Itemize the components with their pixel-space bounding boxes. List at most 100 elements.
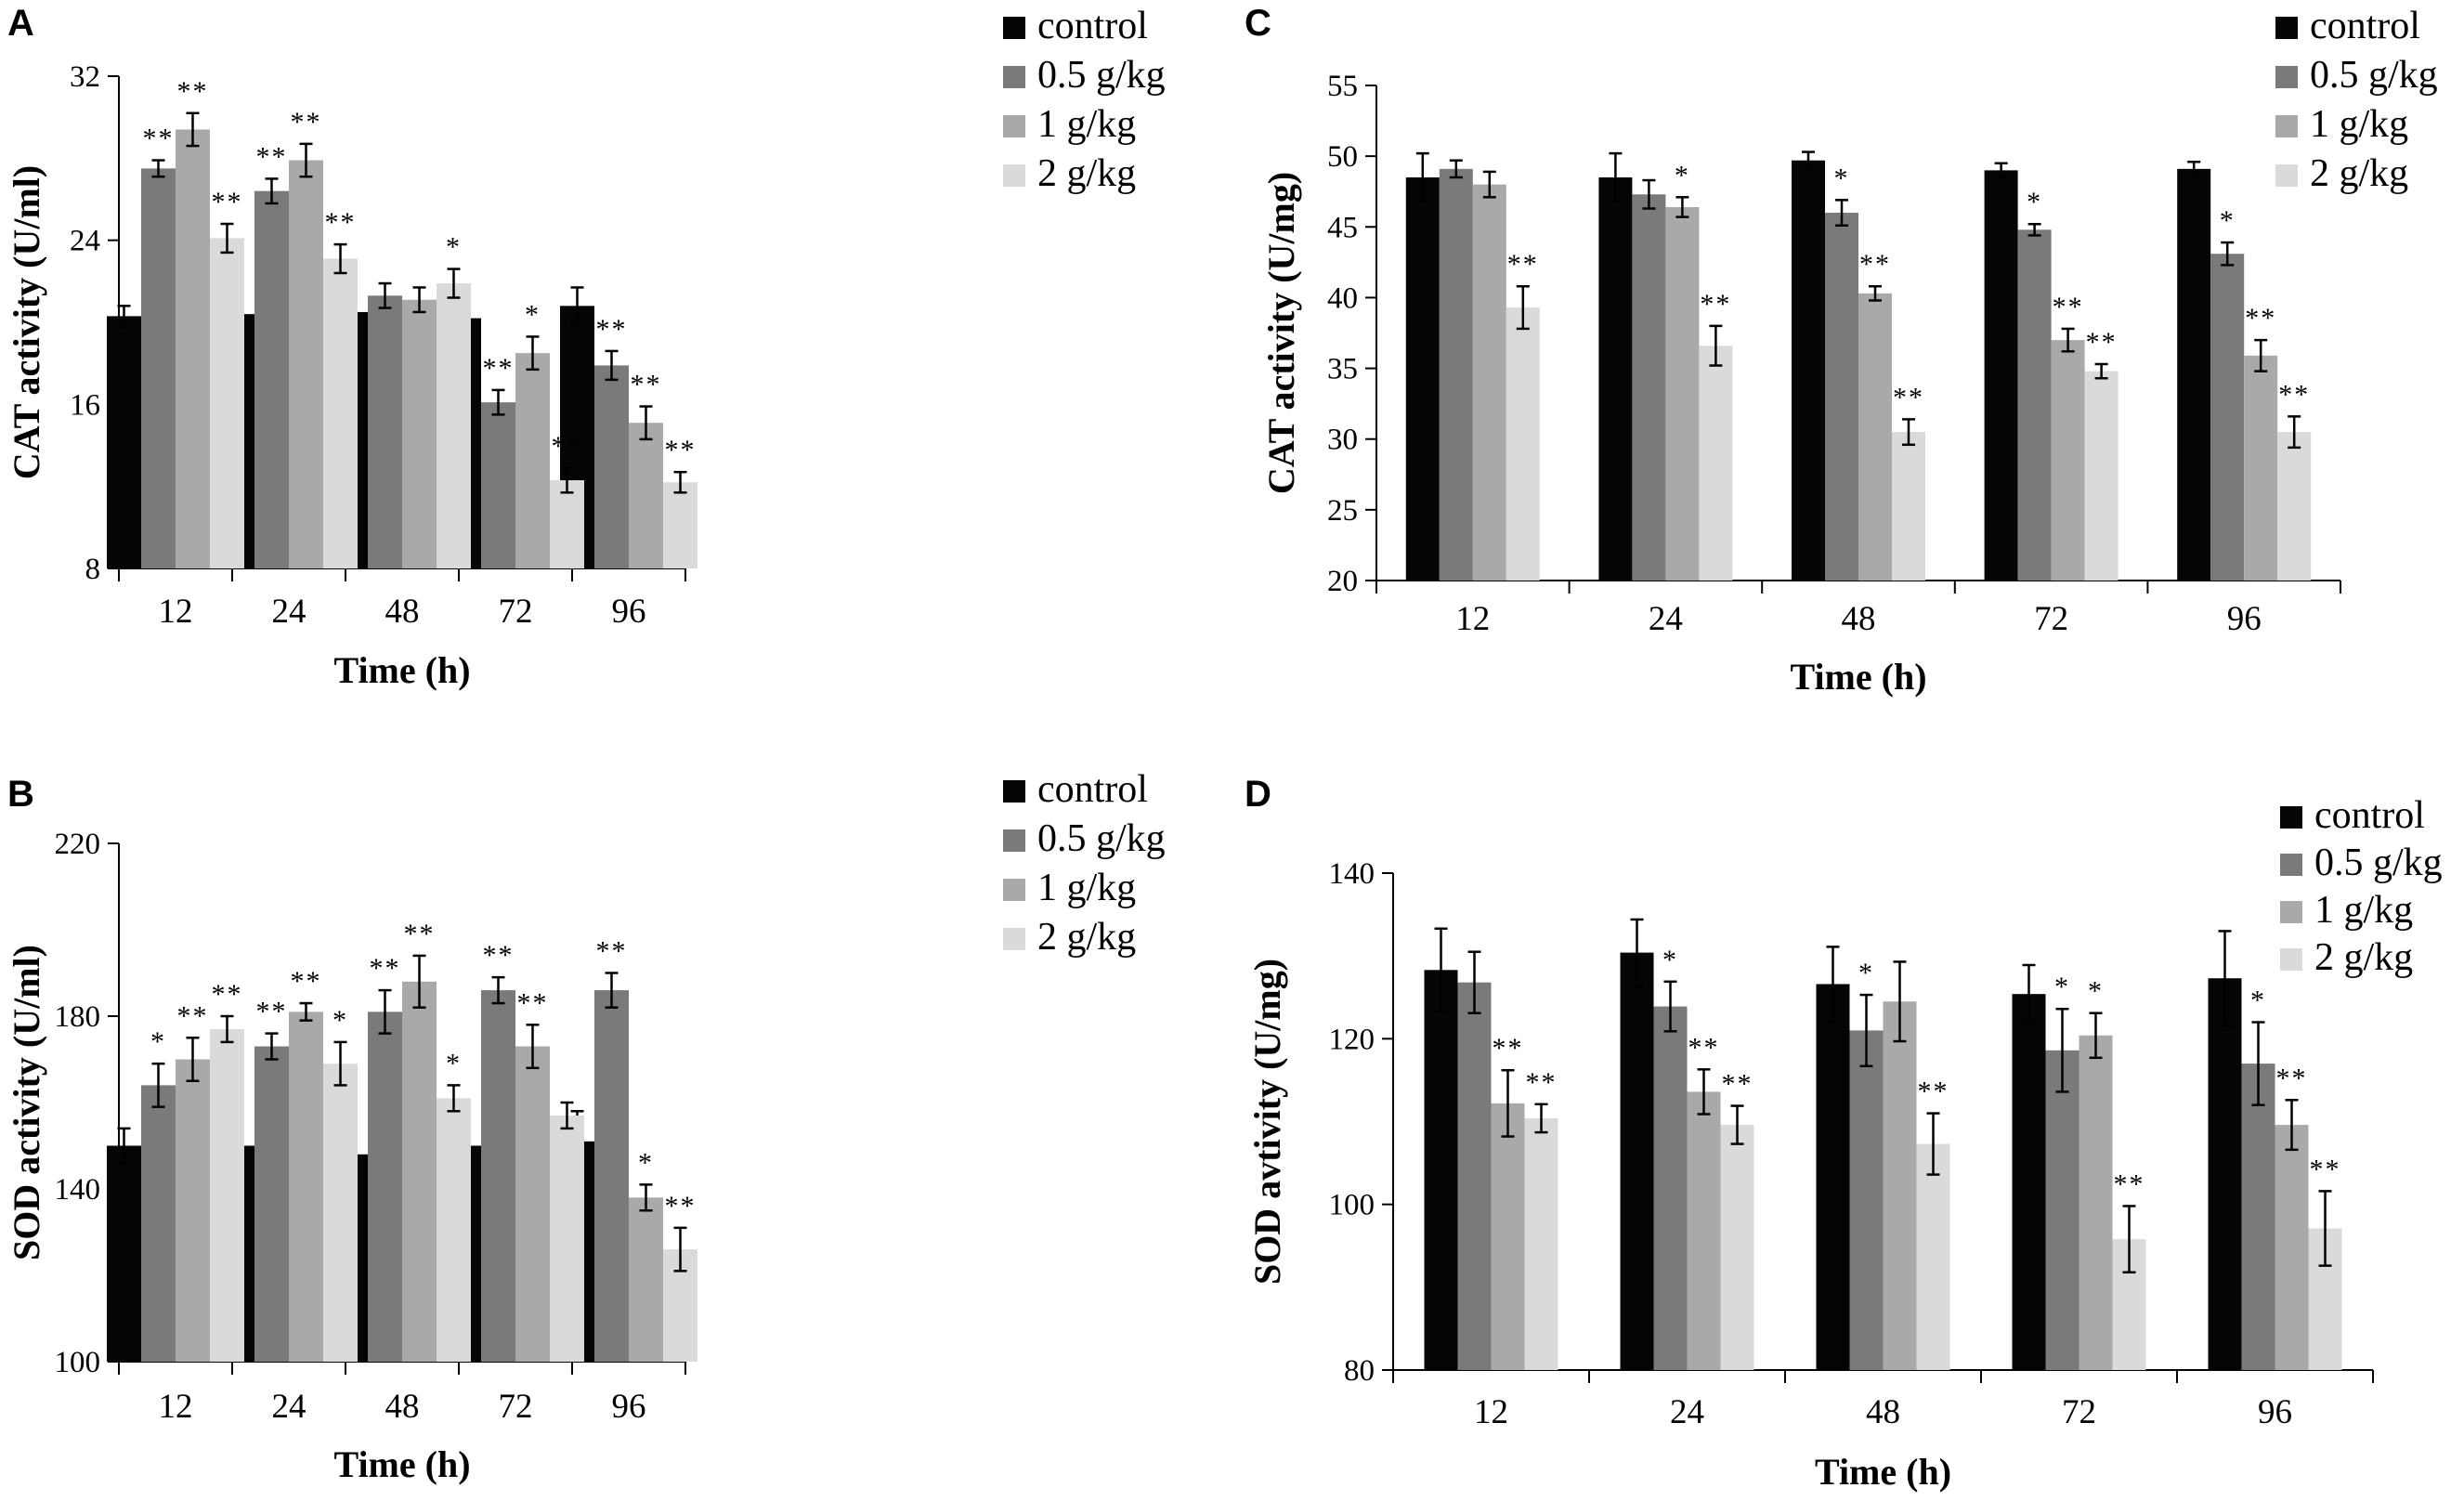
bar-1-g-kg-24 bbox=[1665, 206, 1700, 581]
legend-swatch bbox=[2275, 115, 2298, 137]
bar-2-g-kg-24 bbox=[1720, 1125, 1754, 1370]
y-tick-label: 25 bbox=[1327, 494, 1358, 528]
significance-mark: ** bbox=[2310, 1154, 2341, 1184]
significance-mark: * bbox=[1662, 945, 1678, 975]
bar-0-5-g-kg-24 bbox=[254, 190, 289, 568]
y-tick-label: 40 bbox=[1327, 281, 1358, 315]
bar-0-5-g-kg-12 bbox=[1439, 168, 1473, 581]
bar-control-96 bbox=[2177, 168, 2211, 581]
significance-mark: ** bbox=[2086, 327, 2118, 358]
y-tick-label: 220 bbox=[55, 828, 101, 861]
legend-label: 1 g/kg bbox=[1037, 867, 1136, 909]
x-tick-label: 72 bbox=[2034, 600, 2068, 638]
bar-control-12 bbox=[107, 316, 141, 568]
significance-mark: ** bbox=[1918, 1077, 1949, 1107]
x-tick-label: 12 bbox=[159, 1388, 193, 1426]
bar-0-5-g-kg-72 bbox=[481, 990, 515, 1362]
bar-2-g-kg-72 bbox=[2084, 371, 2119, 581]
y-tick-label: 80 bbox=[1344, 1354, 1375, 1388]
bar-1-g-kg-24 bbox=[1687, 1091, 1721, 1370]
bar-2-g-kg-48 bbox=[1892, 432, 1925, 581]
bar-2-g-kg-12 bbox=[210, 1028, 244, 1362]
bar-0-5-g-kg-96 bbox=[594, 990, 629, 1362]
significance-mark: * bbox=[446, 1048, 462, 1078]
bar-1-g-kg-72 bbox=[515, 353, 550, 568]
bar-1-g-kg-24 bbox=[289, 160, 323, 568]
bar-0-5-g-kg-12 bbox=[141, 168, 176, 568]
bar-2-g-kg-12 bbox=[1506, 307, 1540, 581]
bar-0-5-g-kg-48 bbox=[368, 1012, 402, 1362]
significance-mark: ** bbox=[1893, 382, 1924, 412]
legend-swatch bbox=[1003, 928, 1025, 950]
legend-label: control bbox=[1037, 768, 1148, 811]
significance-mark: * bbox=[2220, 205, 2236, 236]
chart-panel-a: A 8 16 24 32 12 24 48 72 96 Time (h) CAT activity (… bbox=[6, 3, 1166, 691]
y-tick-label: 32 bbox=[70, 60, 100, 94]
bar-0-5-g-kg-48 bbox=[1825, 213, 1858, 581]
legend-swatch bbox=[1003, 164, 1025, 187]
x-tick-label: 72 bbox=[499, 1388, 533, 1426]
y-axis-label: CAT activity (U/mg) bbox=[1260, 172, 1302, 494]
y-tick-label: 50 bbox=[1327, 140, 1358, 174]
x-tick-label: 12 bbox=[1455, 600, 1490, 638]
x-tick-label: 72 bbox=[499, 593, 533, 631]
significance-mark: * bbox=[2250, 985, 2266, 1016]
y-tick-label: 140 bbox=[55, 1173, 101, 1207]
bar-0-5-g-kg-72 bbox=[2017, 229, 2052, 581]
x-tick-label: 96 bbox=[2258, 1393, 2292, 1431]
bar-0-5-g-kg-24 bbox=[254, 1046, 289, 1362]
significance-mark: ** bbox=[143, 124, 175, 154]
x-tick-label: 24 bbox=[272, 1388, 306, 1426]
significance-mark: * bbox=[1834, 163, 1850, 193]
x-tick-label: 72 bbox=[2062, 1393, 2096, 1431]
significance-mark: ** bbox=[1493, 1033, 1524, 1064]
significance-mark: ** bbox=[404, 919, 436, 949]
chart-panel-b: B 100 140 180 220 12 24 48 72 96 Time (h) SOD activ… bbox=[6, 768, 1166, 1485]
bar-0-5-g-kg-48 bbox=[368, 295, 402, 568]
bar-1-g-kg-72 bbox=[515, 1046, 550, 1362]
bar-2-g-kg-72 bbox=[550, 480, 584, 568]
significance-mark: ** bbox=[291, 966, 322, 997]
legend-swatch bbox=[1003, 115, 1025, 137]
bar-0-5-g-kg-96 bbox=[2210, 254, 2245, 581]
significance-mark: ** bbox=[256, 141, 288, 172]
significance-mark: ** bbox=[2276, 1063, 2308, 1093]
chart-panel-d: D 80 100 120 140 12 24 48 72 96 Time (h) SOD avtivi… bbox=[1245, 774, 2443, 1493]
bar-1-g-kg-12 bbox=[176, 1059, 210, 1362]
legend-label: control bbox=[1037, 5, 1148, 47]
legend-swatch bbox=[1003, 879, 1025, 901]
legend-label: 0.5 g/kg bbox=[2314, 842, 2443, 884]
legend-label: control bbox=[2310, 5, 2420, 47]
bar-1-g-kg-96 bbox=[629, 423, 663, 568]
legend-swatch bbox=[2275, 66, 2298, 88]
legend-label: 2 g/kg bbox=[2314, 936, 2413, 979]
bar-control-12 bbox=[107, 1145, 141, 1362]
bar-2-g-kg-24 bbox=[323, 258, 358, 568]
bar-1-g-kg-12 bbox=[1491, 1103, 1525, 1370]
x-axis-label: Time (h) bbox=[333, 1443, 470, 1485]
x-tick-label: 12 bbox=[159, 593, 193, 631]
legend-label: 1 g/kg bbox=[1037, 103, 1136, 146]
bar-2-g-kg-96 bbox=[2277, 432, 2312, 581]
y-tick-label: 120 bbox=[1329, 1023, 1375, 1056]
significance-mark: ** bbox=[596, 936, 628, 967]
legend-swatch bbox=[1003, 66, 1025, 88]
legend-label: 1 g/kg bbox=[2314, 889, 2413, 932]
bar-2-g-kg-12 bbox=[1524, 1117, 1558, 1370]
significance-mark: ** bbox=[2245, 303, 2276, 333]
significance-mark: * bbox=[525, 299, 541, 330]
bar-control-72 bbox=[2012, 994, 2046, 1370]
y-axis-label: SOD activity (U/ml) bbox=[6, 945, 47, 1260]
y-tick-label: 180 bbox=[55, 1000, 101, 1034]
x-axis-label: Time (h) bbox=[1790, 656, 1926, 698]
significance-mark: ** bbox=[552, 431, 583, 462]
legend: control 0.5 g/kg 1 g/kg 2 g/kg bbox=[1003, 768, 1166, 959]
bar-0-5-g-kg-12 bbox=[141, 1085, 176, 1362]
y-tick-label: 35 bbox=[1327, 353, 1358, 386]
chart-panel-c: C 20 25 30 35 40 45 50 55 12 24 48 72 96 Time (h) CAT a… bbox=[1245, 3, 2438, 698]
significance-mark: * bbox=[332, 1005, 348, 1036]
significance-mark: ** bbox=[177, 1000, 209, 1031]
y-axis-label: SOD avtivity (U/mg) bbox=[1246, 959, 1288, 1285]
legend: control 0.5 g/kg 1 g/kg 2 g/kg bbox=[1003, 5, 1166, 195]
x-tick-label: 12 bbox=[1474, 1393, 1508, 1431]
